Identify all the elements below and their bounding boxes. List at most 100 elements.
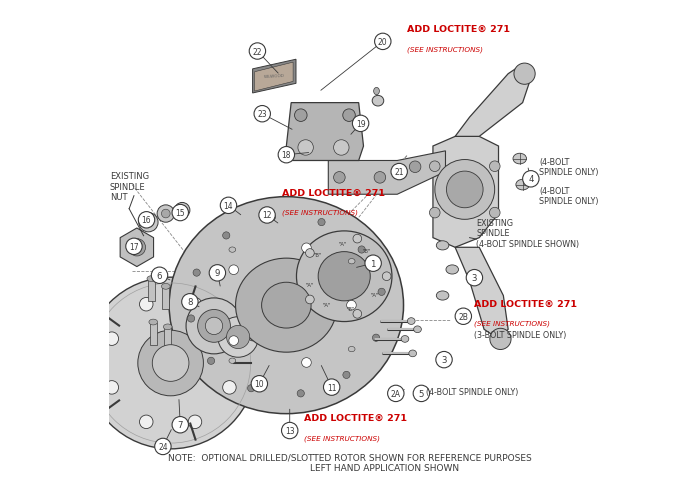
- Circle shape: [305, 249, 314, 258]
- Circle shape: [139, 213, 158, 232]
- Ellipse shape: [147, 276, 155, 282]
- Circle shape: [305, 296, 314, 304]
- Bar: [162, 288, 169, 309]
- Circle shape: [105, 381, 118, 394]
- Ellipse shape: [374, 88, 379, 95]
- Circle shape: [155, 439, 171, 454]
- Circle shape: [298, 140, 314, 156]
- Ellipse shape: [162, 284, 170, 289]
- Circle shape: [218, 317, 258, 358]
- Circle shape: [197, 310, 230, 343]
- Circle shape: [229, 265, 239, 275]
- Circle shape: [352, 116, 369, 132]
- Polygon shape: [433, 137, 498, 248]
- Polygon shape: [455, 65, 532, 137]
- Bar: [150, 324, 157, 345]
- Circle shape: [297, 390, 304, 397]
- Circle shape: [182, 294, 198, 310]
- Ellipse shape: [436, 291, 449, 301]
- Ellipse shape: [349, 347, 355, 352]
- Circle shape: [85, 278, 256, 449]
- Circle shape: [346, 301, 356, 310]
- Ellipse shape: [446, 265, 459, 274]
- Circle shape: [162, 210, 170, 218]
- Circle shape: [302, 358, 312, 367]
- Ellipse shape: [229, 358, 236, 363]
- Bar: [148, 281, 155, 302]
- Circle shape: [172, 417, 188, 433]
- Circle shape: [249, 44, 265, 60]
- Ellipse shape: [236, 258, 337, 352]
- Circle shape: [302, 243, 312, 253]
- Circle shape: [466, 270, 482, 286]
- Circle shape: [223, 332, 236, 346]
- Circle shape: [430, 162, 440, 172]
- Text: 1: 1: [370, 259, 376, 268]
- Circle shape: [209, 265, 225, 282]
- Circle shape: [139, 298, 153, 311]
- Text: 16: 16: [141, 216, 151, 225]
- Polygon shape: [286, 104, 363, 161]
- Circle shape: [139, 212, 155, 228]
- Circle shape: [139, 415, 153, 429]
- Bar: [164, 329, 171, 350]
- Text: "A": "A": [305, 283, 314, 287]
- Circle shape: [126, 239, 142, 255]
- Circle shape: [334, 172, 345, 184]
- Circle shape: [205, 318, 223, 335]
- Text: 21: 21: [394, 168, 404, 177]
- Circle shape: [323, 379, 340, 395]
- Circle shape: [138, 331, 204, 396]
- Text: 13: 13: [285, 426, 295, 435]
- Circle shape: [435, 160, 495, 220]
- Ellipse shape: [169, 197, 403, 414]
- Text: 17: 17: [130, 242, 139, 251]
- Circle shape: [259, 207, 275, 224]
- Circle shape: [174, 203, 190, 218]
- Ellipse shape: [163, 324, 172, 330]
- Ellipse shape: [229, 247, 236, 253]
- Circle shape: [334, 140, 349, 156]
- Text: WILWOOD: WILWOOD: [263, 74, 284, 78]
- Circle shape: [251, 376, 267, 392]
- Ellipse shape: [516, 180, 529, 191]
- Circle shape: [343, 110, 356, 122]
- Circle shape: [295, 110, 307, 122]
- Text: 14: 14: [224, 201, 233, 211]
- Text: (4-BOLT
SPINDLE ONLY): (4-BOLT SPINDLE ONLY): [539, 187, 598, 206]
- Circle shape: [413, 385, 430, 402]
- Circle shape: [186, 298, 242, 354]
- Text: ADD LOCTITE® 271: ADD LOCTITE® 271: [475, 300, 578, 308]
- Text: "A": "A": [370, 292, 379, 297]
- Circle shape: [388, 385, 404, 402]
- Circle shape: [410, 162, 421, 173]
- Ellipse shape: [407, 318, 415, 325]
- Circle shape: [278, 147, 295, 164]
- Circle shape: [223, 232, 230, 240]
- Text: 11: 11: [327, 383, 337, 392]
- Circle shape: [223, 381, 236, 394]
- Circle shape: [430, 208, 440, 218]
- Circle shape: [178, 207, 186, 214]
- Ellipse shape: [318, 252, 370, 301]
- Text: 3: 3: [441, 355, 447, 364]
- Polygon shape: [120, 228, 153, 267]
- Circle shape: [227, 326, 250, 349]
- Circle shape: [353, 310, 362, 318]
- Circle shape: [447, 172, 483, 208]
- Polygon shape: [455, 248, 508, 339]
- Text: (SEE INSTRUCTIONS): (SEE INSTRUCTIONS): [407, 46, 483, 52]
- Circle shape: [220, 198, 237, 214]
- Text: (SEE INSTRUCTIONS): (SEE INSTRUCTIONS): [304, 434, 380, 441]
- Circle shape: [490, 329, 511, 350]
- Ellipse shape: [513, 154, 526, 165]
- Circle shape: [254, 106, 270, 122]
- Circle shape: [391, 164, 407, 181]
- Text: 3: 3: [472, 273, 477, 283]
- Circle shape: [144, 218, 153, 227]
- Text: 18: 18: [281, 151, 291, 160]
- Circle shape: [489, 208, 500, 218]
- Polygon shape: [255, 63, 293, 92]
- Text: (4-BOLT SPINDLE ONLY): (4-BOLT SPINDLE ONLY): [426, 388, 519, 396]
- Text: "A": "A": [322, 302, 330, 308]
